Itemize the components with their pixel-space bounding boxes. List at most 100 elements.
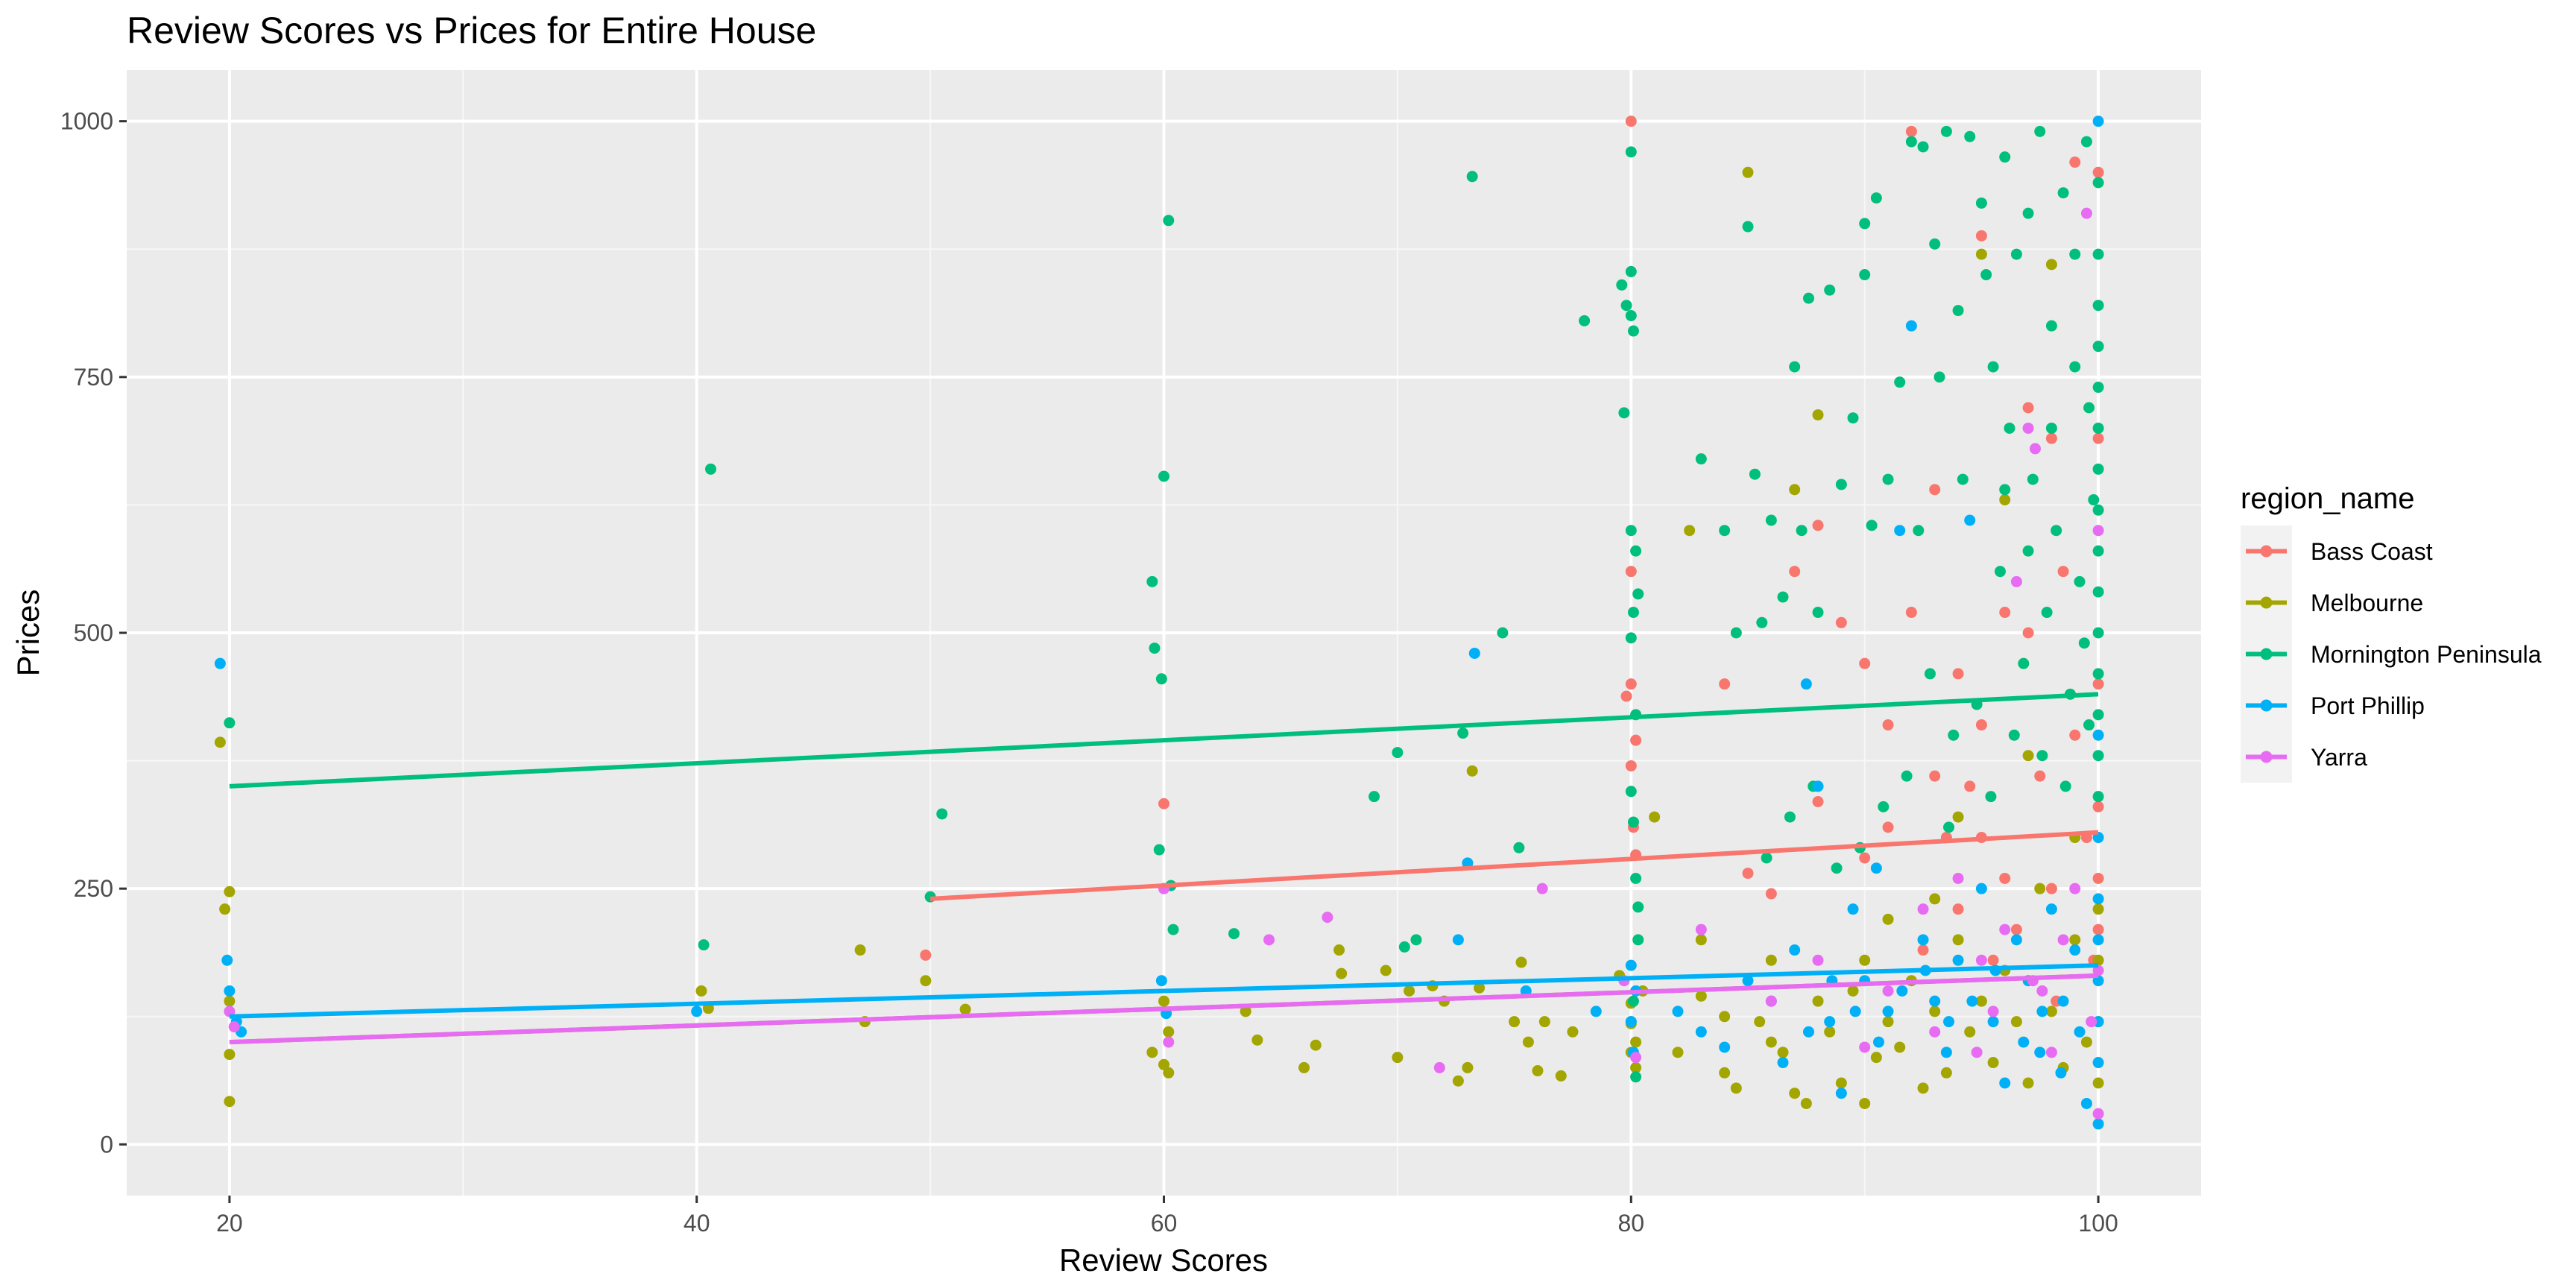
point-melbourne [2069,934,2081,946]
point-mornington-peninsula [2092,791,2104,803]
point-bass-coast [1975,230,1987,242]
point-port-phillip [1812,780,1824,792]
point-melbourne [2022,1077,2034,1089]
point-port-phillip [1625,1016,1637,1028]
point-port-phillip [1155,975,1167,987]
point-melbourne [1952,934,1964,946]
legend-title: region_name [2241,482,2415,515]
point-melbourne [1695,934,1707,946]
point-port-phillip [2092,1118,2104,1130]
point-mornington-peninsula [1749,468,1761,480]
point-melbourne [1719,1067,1731,1079]
point-yarra [1765,995,1777,1007]
point-melbourne [1158,995,1169,1007]
point-mornington-peninsula [2092,248,2104,260]
x-axis-ticks: 20 40 60 80 100 [216,1196,2118,1237]
point-port-phillip [2034,1046,2046,1058]
point-melbourne [1765,954,1777,966]
point-port-phillip [1870,862,1882,874]
point-melbourne [1742,166,1754,178]
point-mornington-peninsula [1975,197,1987,209]
point-mornington-peninsula [1398,941,1410,953]
point-port-phillip [1452,934,1464,946]
point-bass-coast [1964,780,1976,792]
point-yarra [2092,1108,2104,1120]
point-mornington-peninsula [2036,750,2048,762]
point-mornington-peninsula [1866,520,1878,531]
point-mornington-peninsula [1627,325,1639,337]
point-melbourne [1462,1061,1474,1073]
point-mornington-peninsula [1625,265,1637,277]
point-bass-coast [1765,888,1777,900]
point-melbourne [1567,1026,1579,1038]
point-mornington-peninsula [1985,791,1997,803]
point-mornington-peninsula [1158,470,1169,482]
point-yarra [2010,575,2022,587]
point-bass-coast [2092,801,2104,812]
point-mornington-peninsula [1632,901,1644,913]
point-mornington-peninsula [698,939,710,951]
point-mornington-peninsula [1497,627,1509,639]
point-melbourne [1870,1052,1882,1064]
point-mornington-peninsula [1719,525,1731,537]
legend-label-yarra: Yarra [2311,744,2367,771]
point-melbourne [1929,1006,1941,1017]
point-port-phillip [1802,1026,1814,1038]
point-mornington-peninsula [1994,566,2006,578]
point-mornington-peninsula [1149,643,1161,654]
y-axis-ticks: 0 250 500 750 1000 [60,108,127,1158]
point-melbourne [2092,1077,2104,1089]
point-mornington-peninsula [1625,146,1637,158]
point-mornington-peninsula [2008,729,2020,741]
point-yarra [2045,1046,2057,1058]
point-mornington-peninsula [1980,269,1992,281]
point-bass-coast [1835,616,1847,628]
point-mornington-peninsula [1777,591,1789,603]
point-port-phillip [1695,1026,1707,1038]
point-mornington-peninsula [1882,473,1894,485]
point-bass-coast [1905,607,1917,619]
point-bass-coast [2092,872,2104,884]
point-melbourne [1964,1026,1976,1038]
x-axis-title: Review Scores [1059,1243,1268,1278]
point-yarra [1882,985,1894,997]
point-melbourne [1672,1046,1684,1058]
point-melbourne [1812,409,1824,421]
point-yarra [1630,1052,1642,1064]
legend: region_name Bass Coast Melbourne Morningto… [2241,482,2542,783]
legend-dot-port-phillip [2260,699,2273,712]
point-mornington-peninsula [2027,473,2039,485]
point-mornington-peninsula [1913,525,1925,537]
point-port-phillip [1917,934,1929,946]
point-melbourne [1812,995,1824,1007]
point-melbourne [1474,982,1486,994]
point-port-phillip [2018,1036,2030,1048]
point-melbourne [1975,995,1987,1007]
legend-label-melbourne: Melbourne [2311,590,2423,616]
point-bass-coast [2057,566,2069,578]
point-mornington-peninsula [2083,402,2095,414]
point-melbourne [1649,811,1661,823]
point-bass-coast [1999,607,2011,619]
point-mornington-peninsula [2092,341,2104,353]
point-port-phillip [1462,857,1474,869]
point-mornington-peninsula [2041,607,2053,619]
point-yarra [228,1021,240,1032]
point-bass-coast [1975,719,1987,731]
point-yarra [2036,985,2048,997]
point-melbourne [1800,1097,1812,1109]
point-bass-coast [2034,770,2046,782]
y-tick-label: 500 [74,619,113,646]
legend-label-port-phillip: Port Phillip [2311,692,2425,719]
point-mornington-peninsula [1632,934,1644,946]
point-mornington-peninsula [1630,545,1642,557]
point-mornington-peninsula [1987,361,1999,373]
point-yarra [2092,965,2104,976]
point-bass-coast [1882,821,1894,833]
point-mornington-peninsula [2092,463,2104,475]
point-mornington-peninsula [2078,637,2090,649]
point-melbourne [1894,1041,1906,1053]
point-mornington-peninsula [1167,924,1179,935]
point-bass-coast [2045,432,2057,444]
